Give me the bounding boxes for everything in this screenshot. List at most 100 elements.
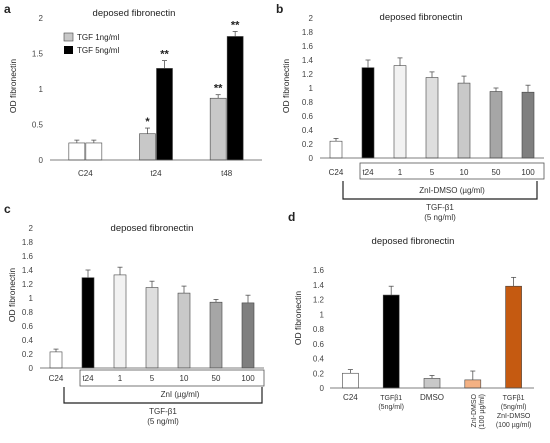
panel-d-y-tick-label: 0.2 [313, 369, 325, 378]
panel-d-bar [464, 379, 482, 389]
panel-c-category-label: 10 [180, 374, 189, 383]
panel-a-significance-mark: ** [160, 49, 169, 61]
panel-c-y-tick-label: 0.2 [22, 350, 34, 359]
panel-b-error-bar [525, 84, 531, 93]
panel-d-bar [342, 372, 359, 389]
panel-d-category-label: TGFβ1 (5ng/ml) [378, 395, 404, 411]
panel-c-category-label: 5 [150, 374, 155, 383]
panel-c-bar [209, 301, 223, 369]
panel-a-title: deposed fibronectin [93, 8, 176, 19]
panel-a-error-bar [74, 139, 80, 143]
panel-a-significance-mark: ** [214, 83, 223, 95]
panel-b-bracket-label-1: TGF-β1 [426, 203, 454, 212]
panel-a-bar [226, 36, 244, 161]
panel-b-error-bar [397, 57, 403, 66]
panel-c-bar [49, 351, 63, 369]
panel-c-category-label: 100 [241, 374, 255, 383]
panel-a-y-axis-label: OD fibronectin [8, 59, 18, 114]
panel-a-y-tick-label: 1 [39, 85, 44, 94]
panel-b-category-labels: C24 t24 1 5 10 50 100 [329, 168, 536, 177]
panel-d-bar [423, 378, 441, 389]
panel-c-y-tick-label: 0 [29, 364, 34, 373]
panel-b-y-tick-label: 2 [309, 14, 314, 23]
panel-b-group-label: ZnI-DMSO (µg/ml) [419, 186, 485, 195]
panel-c-bar [113, 274, 127, 369]
panel-b: b deposed fibronectin OD fibronectin 0 0.… [276, 2, 545, 222]
panel-a-bar [209, 97, 227, 161]
panel-letter-d: d [288, 210, 295, 224]
panel-a-error-bar [145, 127, 150, 134]
panel-d-y-tick-label: 1.4 [313, 281, 325, 290]
panel-b-error-bar [493, 87, 499, 92]
panel-b-y-tick-label: 0.2 [302, 140, 314, 149]
panel-a-significance-marks: ******* [145, 19, 240, 128]
panel-c-category-label: C24 [49, 374, 64, 383]
panel-b-y-tick-label: 0.6 [302, 112, 314, 121]
panel-a-error-bars [74, 31, 238, 143]
panel-b-y-ticks: 0 0.2 0.4 0.6 0.8 1 1.2 1.4 1.6 1.8 2 [302, 14, 314, 163]
panel-b-y-tick-label: 0.4 [302, 126, 314, 135]
panel-a-y-tick-label: 2 [39, 14, 44, 23]
panel-c-y-tick-label: 1 [29, 294, 34, 303]
panel-d-bar [505, 285, 522, 389]
panel-c-bar [145, 287, 159, 369]
panel-b-bracket-label-2: (5 ng/ml) [424, 213, 456, 222]
panel-a-significance-mark: ** [231, 19, 240, 31]
panel-b-y-tick-label: 1.6 [302, 42, 314, 51]
panel-c-error-bars [53, 266, 251, 352]
panel-d-y-tick-label: 1.6 [313, 266, 325, 275]
panel-a-category-label: t24 [150, 169, 162, 178]
panel-d-y-tick-label: 0 [320, 384, 325, 393]
panel-a-bar [85, 142, 103, 161]
panel-letter-c: c [4, 202, 11, 216]
panel-a-y-ticks: 0 0.5 1 1.5 2 [32, 14, 44, 165]
panel-c-y-tick-label: 0.4 [22, 336, 34, 345]
panel-a-error-bar [91, 139, 97, 143]
panel-b-y-tick-label: 0.8 [302, 98, 314, 107]
panel-d-y-tick-label: 1.2 [313, 296, 325, 305]
panel-b-y-tick-label: 1.2 [302, 70, 314, 79]
panel-a-error-bar [162, 60, 167, 69]
panel-b-category-label: 50 [492, 168, 501, 177]
panel-b-error-bar [461, 75, 467, 84]
panel-c-category-labels: C24 t24 1 5 10 50 100 [49, 374, 256, 383]
panel-c-y-tick-label: 2 [29, 224, 34, 233]
panel-a-category-labels: C24 t24 t48 [78, 169, 233, 178]
panel-a-y-tick-label: 0 [39, 156, 44, 165]
panel-d-category-label: TGFβ1 (5ng/ml) ZnI-DMSO (100 µg/ml) [496, 395, 532, 429]
panel-letter-b: b [276, 2, 283, 16]
panel-c-y-tick-label: 1.8 [22, 238, 34, 247]
panel-d: d deposed fibronectin OD fibronectin 0 0.… [288, 210, 534, 430]
panel-c-group-box [79, 369, 265, 387]
panel-c-bar [81, 277, 95, 369]
panel-b-bars [329, 65, 535, 159]
panel-d-error-bar [429, 375, 435, 379]
panel-d-category-label: DMSO [420, 393, 444, 402]
panel-b-bar [329, 140, 343, 159]
panel-c-bar [177, 292, 191, 369]
panel-c-error-bar [245, 294, 251, 303]
panel-d-bars [342, 285, 522, 389]
panel-b-error-bar [429, 71, 435, 78]
panel-d-bar [382, 294, 400, 389]
panel-c-category-label: 50 [212, 374, 221, 383]
panel-a-category-label: t48 [221, 169, 233, 178]
panel-c-error-bar [117, 266, 123, 275]
legend-swatch-tgf-5 [64, 46, 73, 54]
panel-c-error-bar [149, 280, 155, 288]
panel-a-bars [68, 36, 244, 161]
panel-b-category-label: 1 [398, 168, 403, 177]
panel-c-y-ticks: 0 0.2 0.4 0.6 0.8 1 1.2 1.4 1.6 1.8 2 [22, 224, 34, 373]
panel-a-legend: TGF 1ng/ml TGF 5ng/ml [63, 32, 119, 55]
legend-swatch-tgf-1 [63, 32, 74, 42]
panel-c: c deposed fibronectin OD fibronectin 0 0.… [4, 202, 265, 426]
panel-c-y-axis-label: OD fibronectin [7, 268, 17, 323]
panel-b-bar [489, 91, 503, 159]
panel-b-bar [393, 65, 407, 159]
panel-b-bar [457, 82, 471, 159]
panel-c-y-tick-label: 1.6 [22, 252, 34, 261]
panel-b-category-label: 100 [521, 168, 535, 177]
panel-b-y-axis-label: OD fibronectin [281, 59, 291, 114]
panel-d-error-bar [347, 369, 353, 374]
